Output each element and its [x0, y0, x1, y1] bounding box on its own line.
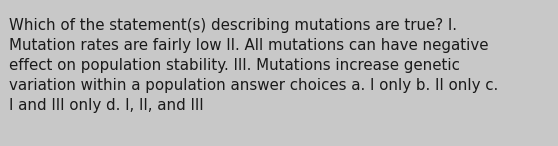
Text: Which of the statement(s) describing mutations are true? I.
Mutation rates are f: Which of the statement(s) describing mut…: [9, 18, 498, 113]
